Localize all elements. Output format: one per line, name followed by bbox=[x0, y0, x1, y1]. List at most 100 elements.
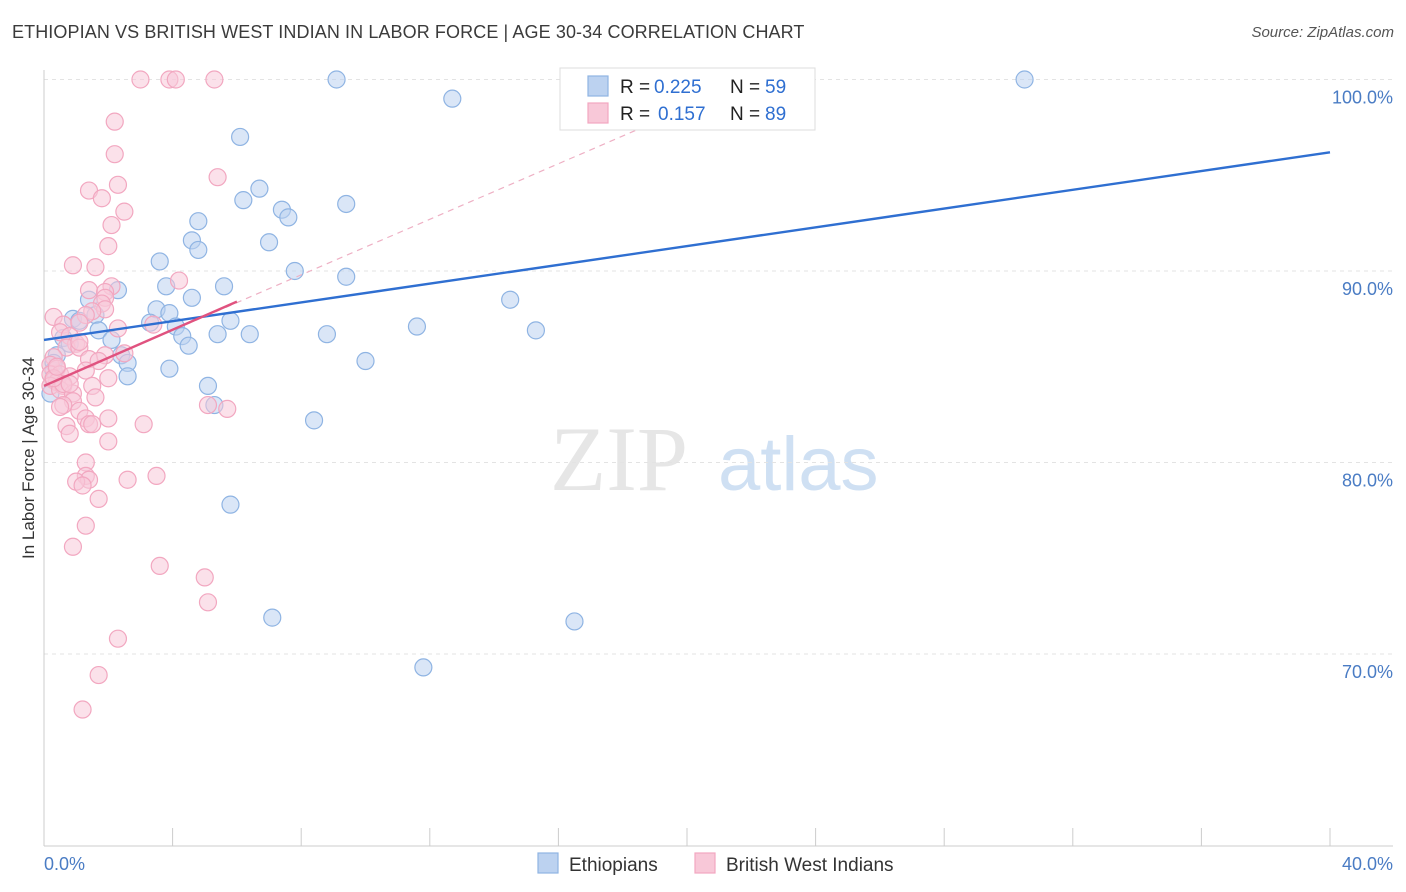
series-legend-swatch-british-west-indians bbox=[694, 852, 716, 874]
british-west-indian-point bbox=[108, 175, 128, 194]
british-west-indian-point bbox=[89, 665, 108, 685]
legend-n-value-1: 59 bbox=[765, 77, 786, 98]
british-west-indian-point bbox=[70, 332, 89, 351]
british-west-indian-point bbox=[195, 568, 214, 587]
british-west-indian-point bbox=[60, 424, 79, 443]
british-west-indian-point bbox=[47, 357, 66, 376]
british-west-indian-point bbox=[218, 399, 237, 418]
british-west-indian-point bbox=[73, 700, 92, 719]
axes: 100.0% 90.0% 80.0% 70.0% bbox=[43, 70, 1393, 847]
ethiopian-point bbox=[259, 233, 279, 252]
x-tick-label-max: 40.0% bbox=[1342, 854, 1393, 874]
ethiopian-point bbox=[337, 194, 356, 214]
british-west-indian-point bbox=[79, 281, 99, 300]
ethiopian-point bbox=[214, 277, 234, 296]
y-tick-label: 80.0% bbox=[1342, 471, 1393, 491]
y-tick-label: 90.0% bbox=[1342, 279, 1393, 299]
ethiopian-point bbox=[501, 290, 520, 309]
british-west-indian-point bbox=[99, 369, 118, 388]
british-west-indian-point bbox=[89, 489, 108, 508]
watermark-zip: ZIP bbox=[550, 408, 688, 510]
grid-lines bbox=[44, 79, 1393, 655]
british-west-indian-point bbox=[92, 189, 111, 208]
ethiopian-point bbox=[179, 336, 198, 355]
watermark-atlas: atlas bbox=[718, 422, 879, 507]
source-label: Source: ZipAtlas.com bbox=[1251, 24, 1394, 41]
british-west-indian-point bbox=[70, 313, 89, 332]
ethiopian-point bbox=[221, 495, 240, 514]
ethiopian-point bbox=[234, 191, 253, 210]
series-legend-label-british-west-indians: British West Indians bbox=[726, 855, 894, 876]
ethiopian-point bbox=[250, 179, 269, 198]
legend-n-label-1: N = bbox=[730, 77, 760, 98]
ethiopian-point bbox=[240, 325, 259, 344]
british-west-indian-point bbox=[86, 258, 105, 277]
british-west-indian-point bbox=[99, 409, 118, 428]
british-west-indian-point bbox=[63, 256, 83, 275]
british-west-indian-point bbox=[115, 202, 134, 221]
british-west-indian-point bbox=[166, 70, 185, 89]
y-axis-label: In Labor Force | Age 30-34 bbox=[19, 357, 38, 559]
data-points bbox=[41, 70, 1034, 719]
british-west-indian-point bbox=[134, 415, 153, 434]
british-west-indian-point bbox=[63, 537, 83, 556]
ethiopian-point bbox=[526, 321, 545, 340]
legend-r-label-1: R = bbox=[620, 77, 650, 98]
ethiopian-point bbox=[285, 261, 304, 281]
y-tick-label: 100.0% bbox=[1332, 88, 1393, 108]
ethiopian-point bbox=[231, 127, 250, 147]
ethiopian-point bbox=[327, 70, 346, 89]
ethiopian-point bbox=[565, 612, 584, 631]
series-legend: Ethiopians British West Indians bbox=[537, 852, 894, 876]
ethiopian-point bbox=[189, 212, 208, 231]
ethiopian-point bbox=[150, 252, 169, 271]
ethiopian-point bbox=[208, 325, 227, 344]
ethiopian-point bbox=[160, 359, 179, 378]
british-west-indian-point bbox=[108, 629, 128, 648]
british-west-indian-point bbox=[105, 112, 124, 131]
british-west-indian-point bbox=[86, 388, 105, 407]
british-west-indian-trend-line bbox=[43, 300, 238, 387]
british-west-indian-point bbox=[73, 476, 92, 495]
british-west-indian-point bbox=[131, 70, 150, 89]
ethiopian-point bbox=[407, 317, 427, 336]
ethiopian-point bbox=[279, 208, 298, 227]
british-west-indian-point bbox=[76, 516, 95, 535]
legend-r-value-1: 0.225 bbox=[654, 77, 702, 98]
trend-lines bbox=[43, 107, 1331, 387]
british-west-indian-point bbox=[205, 70, 224, 89]
british-west-indian-point bbox=[169, 271, 189, 290]
series-legend-label-ethiopians: Ethiopians bbox=[569, 855, 658, 876]
legend-swatch-ethiopians bbox=[587, 75, 609, 97]
ethiopian-point bbox=[1015, 70, 1034, 89]
ethiopian-trend-line bbox=[43, 151, 1331, 342]
legend-n-label-2: N = bbox=[730, 104, 760, 125]
ethiopian-point bbox=[118, 367, 137, 386]
y-tick-label: 70.0% bbox=[1342, 662, 1393, 682]
legend-swatch-british-west-indians bbox=[587, 102, 609, 124]
ethiopian-point bbox=[189, 240, 208, 260]
ethiopian-point bbox=[198, 376, 218, 395]
legend-n-value-2: 89 bbox=[765, 104, 786, 125]
british-west-indian-trend-extension bbox=[43, 107, 688, 387]
british-west-indian-point bbox=[147, 466, 166, 486]
british-west-indian-point bbox=[50, 397, 70, 417]
correlation-legend: R = 0.225 N = 59 R = 0.157 N = 89 bbox=[559, 67, 816, 131]
british-west-indian-point bbox=[208, 168, 227, 187]
british-west-indian-point bbox=[99, 237, 118, 256]
british-west-indian-point bbox=[198, 395, 218, 415]
ethiopian-point bbox=[221, 311, 240, 330]
british-west-indian-point bbox=[83, 415, 102, 434]
ethiopian-point bbox=[182, 288, 201, 307]
ethiopian-point bbox=[304, 411, 324, 430]
british-west-indian-point bbox=[198, 593, 218, 612]
ethiopian-point bbox=[443, 89, 462, 108]
legend-r-label-2: R = bbox=[620, 104, 650, 125]
ethiopian-point bbox=[317, 325, 337, 344]
british-west-indian-point bbox=[99, 432, 118, 451]
legend-r-value-2: 0.157 bbox=[658, 104, 706, 125]
chart-title: ETHIOPIAN VS BRITISH WEST INDIAN IN LABO… bbox=[12, 22, 805, 42]
series-legend-swatch-ethiopians bbox=[537, 852, 559, 874]
british-west-indian-point bbox=[118, 470, 137, 489]
